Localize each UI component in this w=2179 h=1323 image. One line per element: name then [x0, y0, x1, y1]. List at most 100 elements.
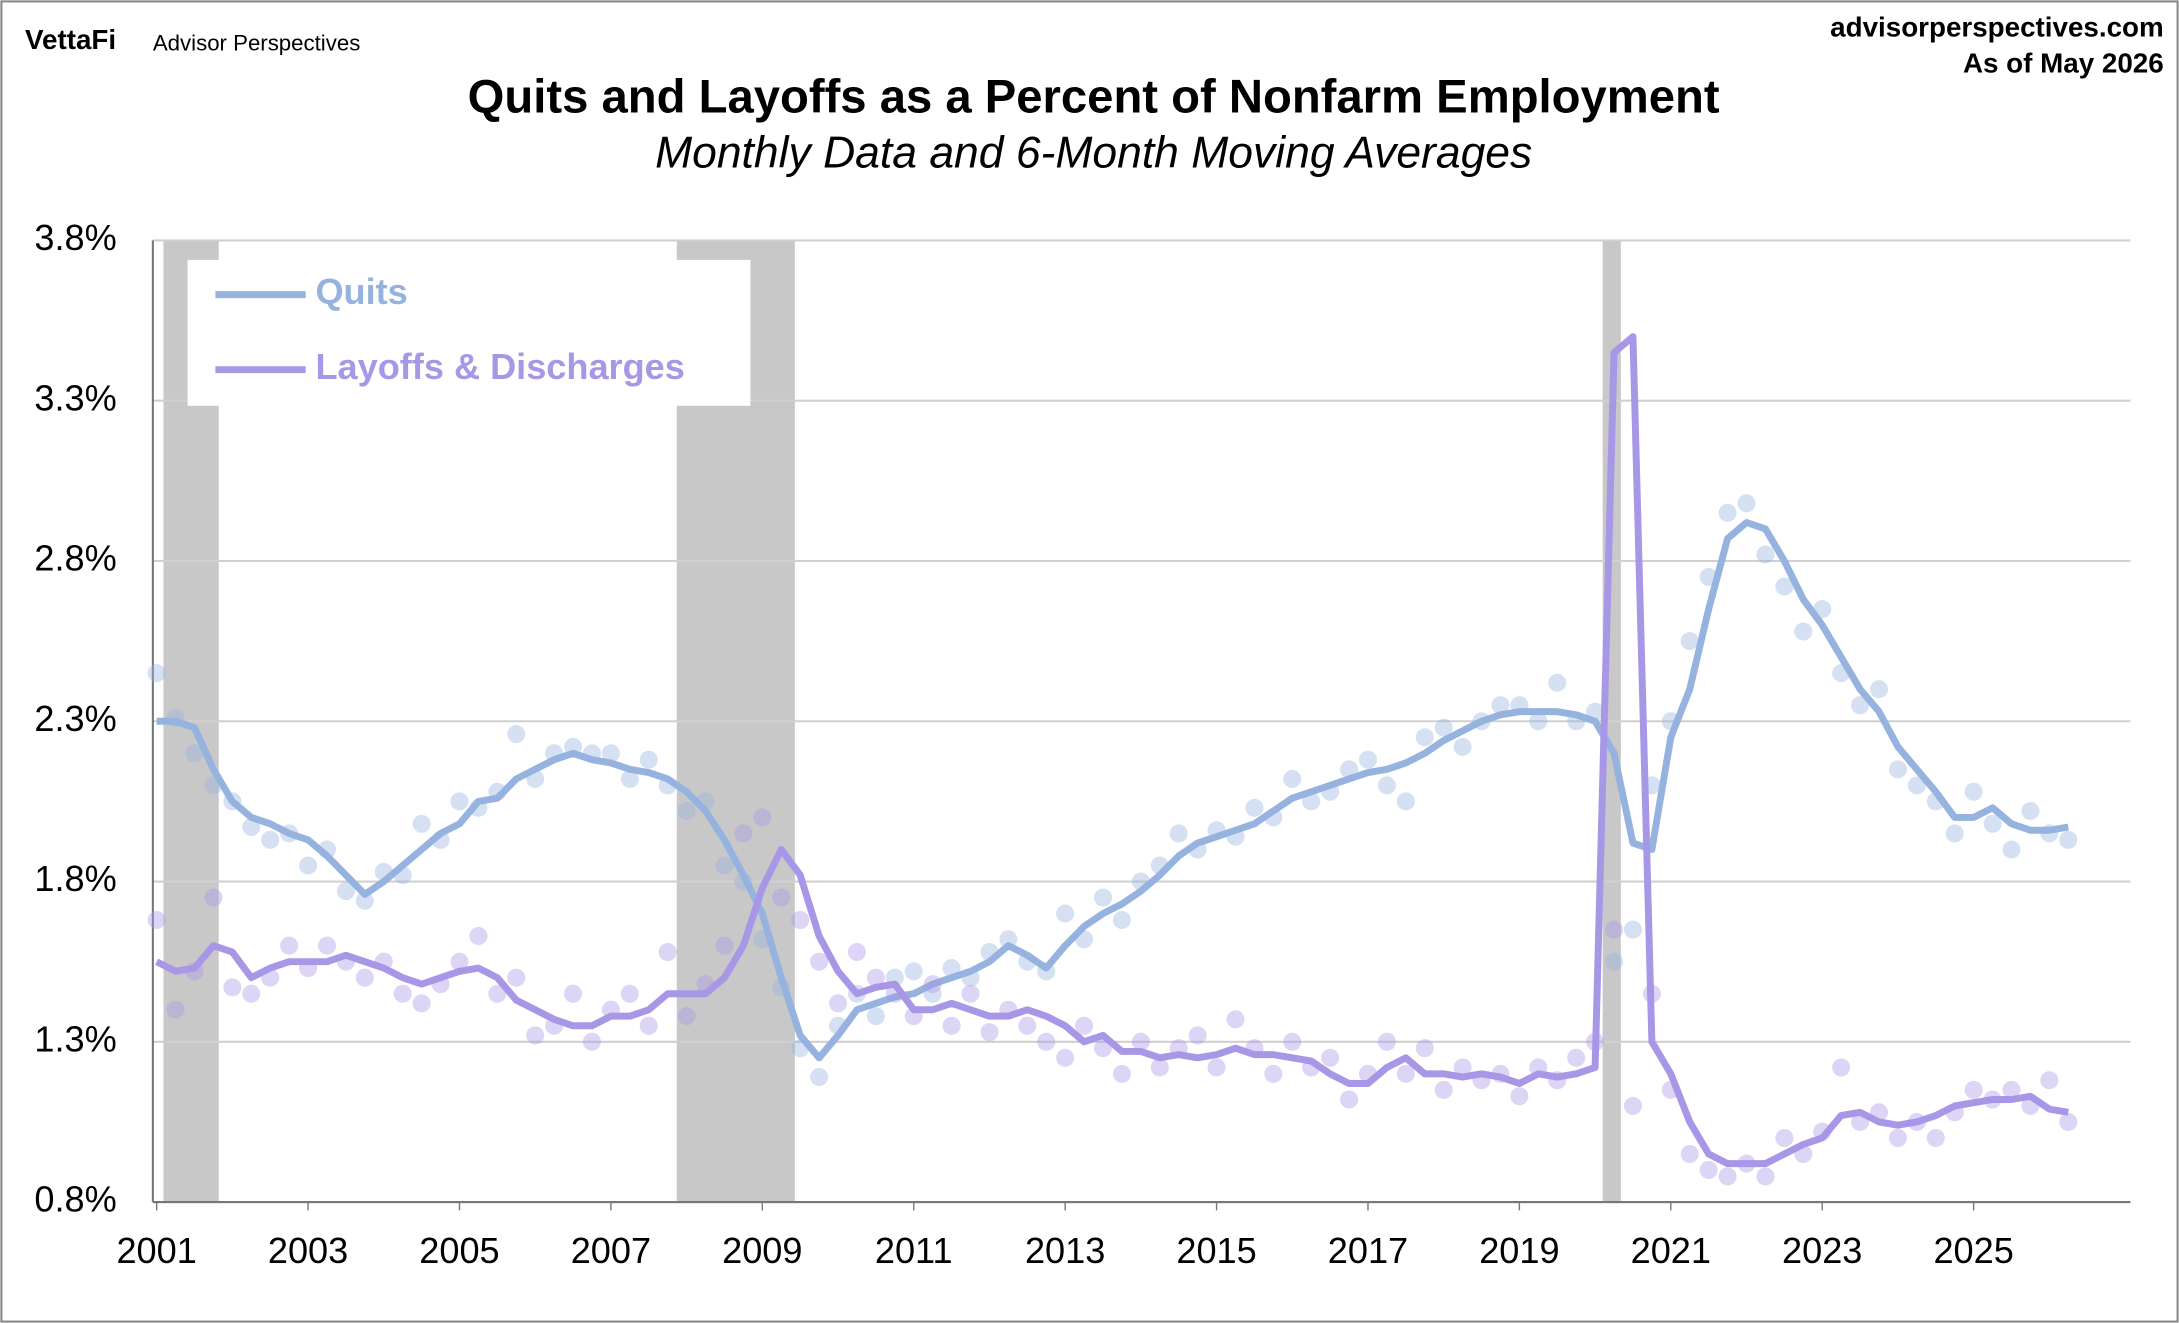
monthly-point — [1377, 776, 1396, 795]
monthly-point — [677, 1007, 696, 1026]
monthly-point — [677, 801, 696, 821]
monthly-point — [469, 926, 488, 946]
y-tick-label: 1.3% — [34, 1018, 116, 1059]
monthly-point — [715, 936, 734, 955]
monthly-point — [1358, 750, 1378, 769]
monthly-point — [1510, 1087, 1529, 1106]
y-tick-label: 3.3% — [34, 377, 116, 418]
monthly-point — [942, 1016, 961, 1035]
x-tick-label: 2019 — [1479, 1230, 1559, 1271]
monthly-point — [1340, 1090, 1359, 1109]
monthly-point — [1680, 632, 1699, 651]
monthly-point — [1491, 696, 1510, 715]
monthly-point — [1415, 1039, 1434, 1058]
monthly-point — [1604, 952, 1624, 971]
monthly-point — [1283, 1032, 1302, 1051]
monthly-point — [336, 882, 355, 901]
monthly-point — [2059, 1112, 2078, 1131]
monthly-point — [1037, 1032, 1056, 1051]
monthly-point — [2059, 830, 2078, 849]
site: advisorperspectives.com — [1830, 12, 2164, 43]
brand-sub: Advisor Perspectives — [153, 30, 360, 55]
monthly-point — [810, 1068, 829, 1087]
monthly-point — [1983, 814, 2002, 833]
monthly-point — [1056, 904, 1075, 923]
monthly-point — [450, 792, 469, 811]
monthly-point — [507, 725, 526, 744]
monthly-point — [810, 952, 829, 971]
monthly-point — [1321, 1048, 1340, 1067]
y-tick-label: 1.8% — [34, 858, 116, 899]
legend-label: Quits — [315, 271, 407, 312]
chart-title: Quits and Layoffs as a Percent of Nonfar… — [468, 71, 1720, 124]
legend-label: Layoffs & Discharges — [315, 346, 684, 387]
monthly-point — [1434, 1080, 1453, 1099]
x-tick-label: 2017 — [1328, 1230, 1408, 1271]
monthly-point — [1926, 1128, 1945, 1148]
x-tick-label: 2005 — [419, 1230, 499, 1271]
as-of: As of May 2026 — [1963, 48, 2164, 79]
monthly-point — [753, 808, 772, 827]
x-tick-label: 2009 — [722, 1230, 802, 1271]
monthly-point — [450, 952, 469, 971]
monthly-point — [2002, 840, 2021, 859]
monthly-point — [1169, 824, 1188, 843]
monthly-point — [1567, 1048, 1586, 1067]
monthly-point — [412, 814, 431, 833]
monthly-point — [1396, 1064, 1415, 1083]
monthly-point — [1699, 1160, 1718, 1180]
monthly-point — [280, 936, 299, 955]
monthly-point — [1131, 1032, 1150, 1051]
monthly-point — [847, 943, 866, 962]
y-tick-label: 2.3% — [34, 698, 116, 739]
monthly-point — [1207, 1058, 1226, 1077]
y-tick-label: 2.8% — [34, 538, 116, 579]
monthly-point — [1945, 824, 1964, 843]
monthly-point — [1075, 1016, 1094, 1035]
moving-average-line — [156, 519, 2069, 1062]
x-tick-label: 2001 — [116, 1230, 196, 1271]
monthly-point — [1396, 792, 1415, 811]
monthly-point — [526, 1026, 545, 1045]
monthly-point — [1756, 545, 1775, 564]
monthly-point — [734, 824, 753, 843]
monthly-point — [1623, 920, 1642, 939]
monthly-point — [1907, 776, 1926, 795]
monthly-point — [1604, 920, 1624, 939]
monthly-point — [147, 664, 166, 683]
brand: VettaFi — [25, 24, 116, 55]
monthly-point — [1888, 1128, 1907, 1148]
monthly-point — [355, 968, 374, 987]
monthly-point — [904, 962, 923, 981]
monthly-point — [1226, 1010, 1245, 1029]
monthly-point — [620, 769, 639, 788]
monthly-point — [1623, 1096, 1642, 1115]
monthly-point — [393, 984, 412, 1003]
monthly-point — [1756, 1167, 1775, 1186]
monthly-point — [1548, 673, 1567, 692]
monthly-point — [1056, 1048, 1075, 1067]
monthly-point — [1529, 712, 1548, 731]
x-tick-label: 2025 — [1933, 1230, 2013, 1271]
monthly-point — [828, 994, 848, 1013]
moving-average-line — [155, 333, 2069, 1168]
monthly-point — [620, 984, 639, 1003]
x-tick-label: 2021 — [1631, 1230, 1711, 1271]
monthly-point — [1964, 1080, 1983, 1099]
monthly-point — [980, 1023, 999, 1042]
monthly-point — [1680, 1144, 1699, 1164]
monthly-point — [601, 744, 620, 763]
monthly-point — [2002, 1080, 2021, 1099]
monthly-point — [1188, 1026, 1207, 1045]
monthly-point — [1832, 1058, 1851, 1077]
legend-box — [187, 259, 751, 406]
monthly-point — [185, 744, 204, 763]
monthly-point — [1415, 728, 1434, 747]
monthly-point — [1851, 696, 1870, 715]
monthly-point — [1718, 503, 1737, 522]
monthly-point — [866, 1007, 885, 1026]
monthly-point — [715, 856, 734, 875]
monthly-point — [317, 936, 337, 955]
